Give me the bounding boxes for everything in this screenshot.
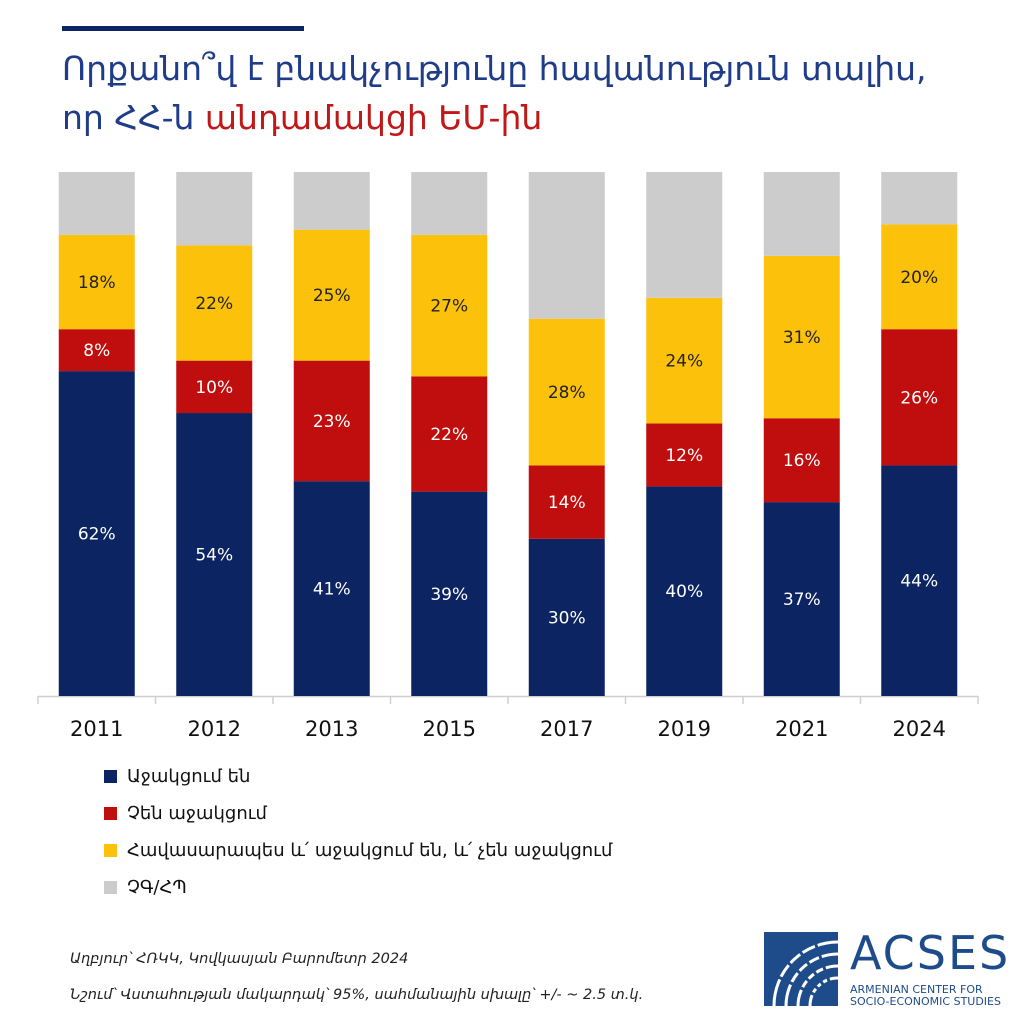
chart-title: Որքանո՞վ է բնակչությունը հավանություն տա… xyxy=(62,44,1002,142)
x-tick-label-2011: 2011 xyxy=(70,717,123,741)
bar-neutral-2012 xyxy=(176,245,253,361)
x-tick-label-2021: 2021 xyxy=(775,717,828,741)
bar-support-2024 xyxy=(881,465,958,696)
bar-oppose-2024 xyxy=(881,329,958,466)
bar-support-2012 xyxy=(176,413,253,696)
source-note: Աղբյուր՝ ՀՌԿԿ, Կովկասյան Բարոմետր 2024 xyxy=(70,951,409,967)
bar-dk-2015 xyxy=(411,172,488,235)
data-label-support-2017: 30% xyxy=(548,608,586,628)
bar-neutral-2024 xyxy=(881,224,958,330)
acses-logo: ACSES ARMENIAN CENTER FOR SOCIO-ECONOMIC… xyxy=(764,926,1014,1012)
legend-swatch-support xyxy=(104,770,117,783)
bar-support-2013 xyxy=(293,481,370,696)
legend-item-support: Աջակցում են xyxy=(104,758,612,795)
bar-dk-2013 xyxy=(293,172,370,230)
data-label-support-2012: 54% xyxy=(195,546,233,566)
data-label-neutral-2012: 22% xyxy=(195,294,233,314)
bar-dk-2021 xyxy=(763,172,840,256)
bar-neutral-2017 xyxy=(528,318,605,466)
bar-dk-2019 xyxy=(646,172,723,298)
data-label-oppose-2021: 16% xyxy=(783,451,821,471)
x-tick-label-2017: 2017 xyxy=(540,717,593,741)
title-line-2a: որ ՀՀ-ն xyxy=(62,98,205,137)
title-accent-rule xyxy=(62,26,304,31)
x-tick-label-2015: 2015 xyxy=(423,717,476,741)
legend-swatch-neutral xyxy=(104,844,117,857)
data-label-oppose-2011: 8% xyxy=(83,341,110,361)
data-label-oppose-2012: 10% xyxy=(195,378,233,398)
data-label-support-2013: 41% xyxy=(313,580,351,600)
data-label-support-2015: 39% xyxy=(430,585,468,605)
bar-neutral-2015 xyxy=(411,234,488,377)
margin-note: Նշում՝ Վստահության մակարդակ՝ 95%, սահման… xyxy=(70,987,644,1003)
bar-support-2015 xyxy=(411,491,488,696)
bar-oppose-2011 xyxy=(58,329,135,372)
bar-dk-2024 xyxy=(881,172,958,225)
x-tick-label-2012: 2012 xyxy=(188,717,241,741)
bar-oppose-2013 xyxy=(293,360,370,482)
bar-oppose-2015 xyxy=(411,376,488,492)
logo-subtitle-line-1: ARMENIAN CENTER FOR xyxy=(850,983,983,996)
bar-support-2017 xyxy=(528,538,605,696)
legend-item-oppose: Չեն աջակցում xyxy=(104,795,612,832)
data-label-support-2021: 37% xyxy=(783,590,821,610)
data-label-neutral-2021: 31% xyxy=(783,328,821,348)
data-label-oppose-2017: 14% xyxy=(548,493,586,513)
acses-emblem-icon xyxy=(764,932,838,1006)
data-label-neutral-2011: 18% xyxy=(78,273,116,293)
title-line-2b-highlight: անդամակցի ԵՄ-ին xyxy=(204,98,543,137)
bar-dk-2012 xyxy=(176,172,253,246)
bar-support-2021 xyxy=(763,502,840,696)
data-label-oppose-2015: 22% xyxy=(430,425,468,445)
data-label-support-2011: 62% xyxy=(78,525,116,545)
bar-oppose-2012 xyxy=(176,360,253,414)
title-line-1: Որքանո՞վ է բնակչությունը հավանություն տա… xyxy=(62,49,927,88)
data-label-neutral-2024: 20% xyxy=(900,268,938,288)
bar-oppose-2017 xyxy=(528,465,605,539)
bar-oppose-2019 xyxy=(646,423,723,487)
legend-label-neutral: Հավասարապես և՛ աջակցում են, և՛ չեն աջակց… xyxy=(127,840,613,861)
legend-label-dk: ՉԳ/ՀՊ xyxy=(127,877,187,898)
bar-dk-2017 xyxy=(528,172,605,319)
bar-neutral-2013 xyxy=(293,229,370,361)
data-label-support-2019: 40% xyxy=(665,582,703,602)
legend-label-support: Աջակցում են xyxy=(127,766,251,787)
x-tick-label-2013: 2013 xyxy=(305,717,358,741)
legend: Աջակցում են Չեն աջակցում Հավասարապես և՛ … xyxy=(104,758,612,906)
stacked-bar-chart: 62% 8% 18% 2011 54% 10% 22% 2012 41% 23% 25% 2013 39… xyxy=(37,172,979,741)
logo-subtitle: ARMENIAN CENTER FOR SOCIO-ECONOMIC STUDI… xyxy=(850,984,1001,1008)
logo-wordmark: ACSES xyxy=(850,926,1011,980)
data-label-neutral-2013: 25% xyxy=(313,286,351,306)
data-label-neutral-2015: 27% xyxy=(430,297,468,317)
data-label-oppose-2019: 12% xyxy=(665,446,703,466)
bar-dk-2011 xyxy=(58,172,135,235)
data-label-neutral-2017: 28% xyxy=(548,383,586,403)
data-label-neutral-2019: 24% xyxy=(665,352,703,372)
bar-support-2011 xyxy=(58,371,135,696)
bar-neutral-2011 xyxy=(58,234,135,330)
legend-item-neutral: Հավասարապես և՛ աջակցում են, և՛ չեն աջակց… xyxy=(104,832,612,869)
x-tick-label-2019: 2019 xyxy=(658,717,711,741)
logo-subtitle-line-2: SOCIO-ECONOMIC STUDIES xyxy=(850,995,1001,1008)
bar-support-2019 xyxy=(646,486,723,696)
legend-swatch-dk xyxy=(104,881,117,894)
bar-neutral-2019 xyxy=(646,297,723,424)
bar-neutral-2021 xyxy=(763,255,840,419)
data-label-support-2024: 44% xyxy=(900,572,938,592)
legend-label-oppose: Չեն աջակցում xyxy=(127,803,267,824)
legend-swatch-oppose xyxy=(104,807,117,820)
legend-item-dk: ՉԳ/ՀՊ xyxy=(104,869,612,906)
data-label-oppose-2024: 26% xyxy=(900,388,938,408)
x-tick-label-2024: 2024 xyxy=(893,717,946,741)
bar-oppose-2021 xyxy=(763,418,840,503)
data-label-oppose-2013: 23% xyxy=(313,412,351,432)
